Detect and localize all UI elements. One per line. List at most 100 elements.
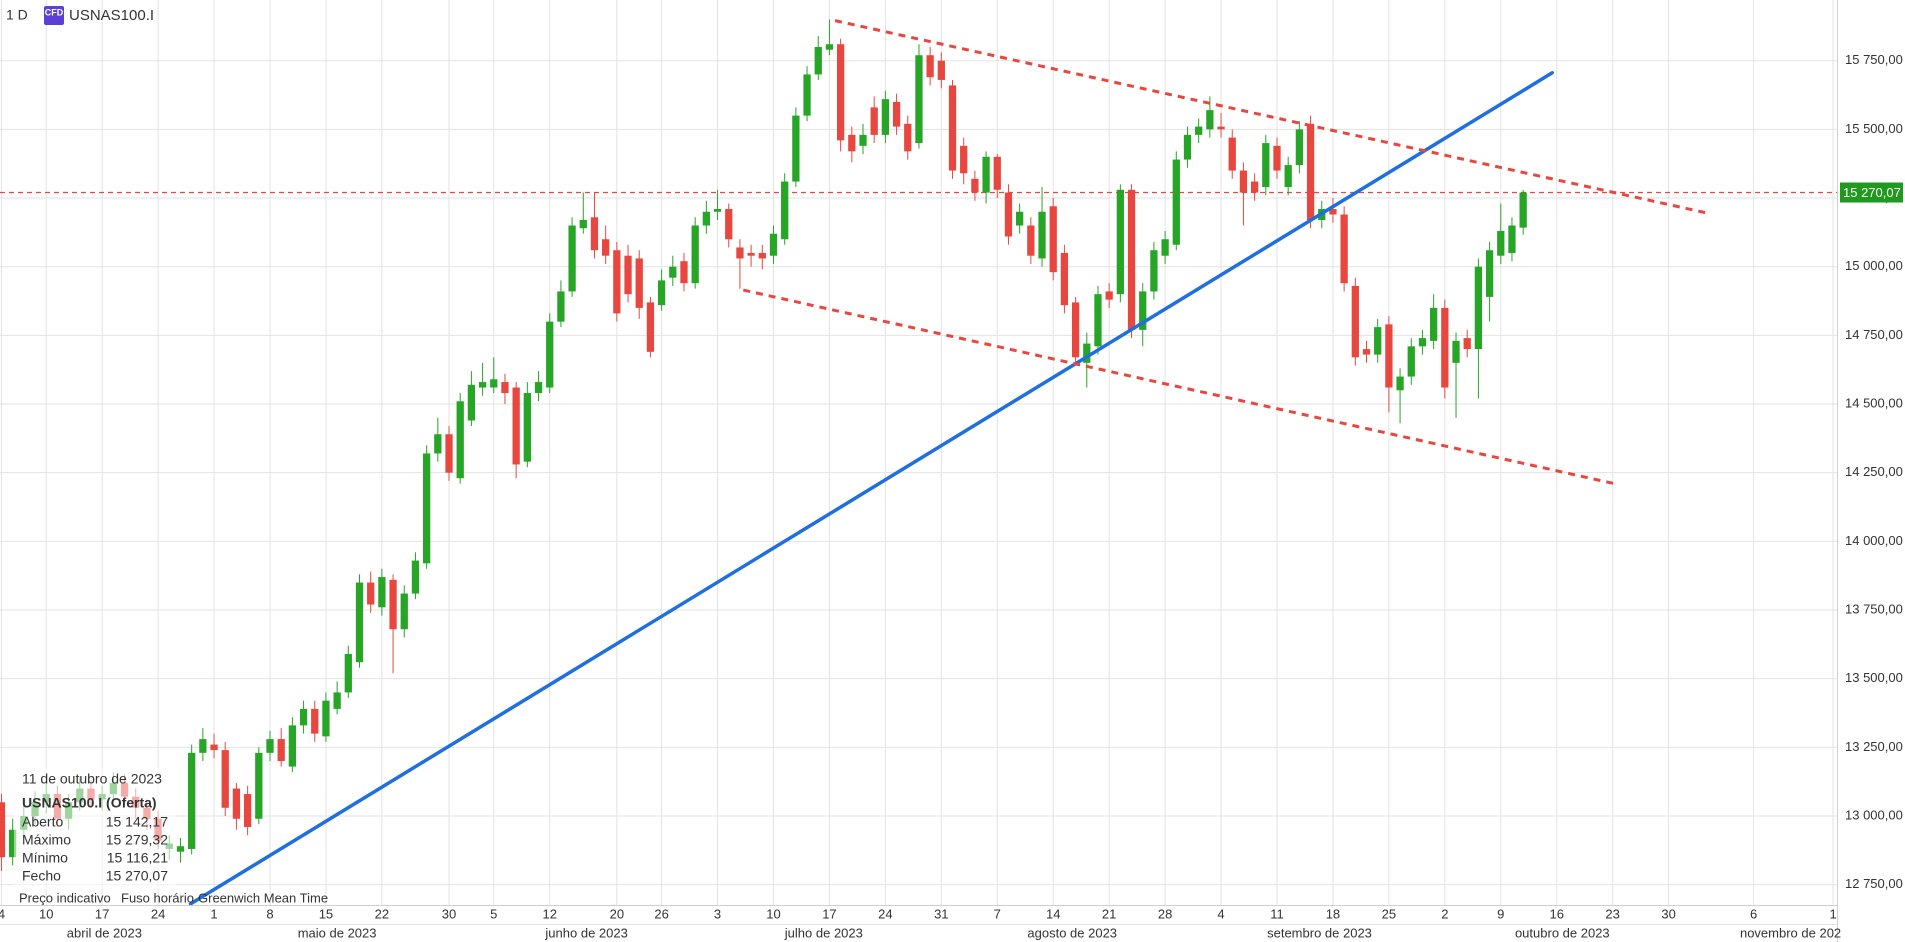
candle-body [546,321,554,388]
candle-body [1295,129,1304,166]
candle-body [1206,110,1214,130]
candle-body [1385,324,1393,388]
candle-body [1038,211,1046,259]
trend-line [188,71,1554,905]
x-tick-label: 21 [1102,906,1116,921]
candle-body [445,434,453,473]
candle-body [355,582,364,663]
footer-item: Greenwich Mean Time [198,890,328,905]
candle-body [367,582,375,605]
x-tick-label: 9 [1497,906,1504,921]
x-tick-label: 26 [654,906,668,921]
header: 1 D CFD USNAS100.I [6,6,154,25]
candle-body [747,252,755,256]
x-tick-label: 18 [1326,906,1340,921]
candle-body [1306,123,1315,221]
candle-body [870,107,878,135]
candle-body [199,739,207,753]
candle-body [1071,302,1080,358]
candle-body [1161,239,1169,256]
candle-body [557,291,565,322]
candle-body [590,217,599,251]
candle-body [937,60,945,80]
candle-body [1016,211,1024,226]
x-tick-label: 12 [542,906,556,921]
candle-body [322,700,330,737]
x-tick-label: 20 [610,906,624,921]
y-tick-label: 13 750,00 [1845,601,1903,616]
x-tick-label: 24 [151,906,165,921]
x-tick-label: 5 [490,906,497,921]
candle-body [1105,291,1113,300]
x-tick-label: 8 [266,906,273,921]
candle-body [1508,225,1516,253]
candle-body [1418,338,1427,347]
candle-body [344,653,352,693]
badge: CFD [45,7,64,17]
candle-body [814,46,822,75]
candle-body [881,99,890,135]
candle-body [1284,165,1292,188]
candle-body [490,379,498,388]
info-panel-bg [14,767,176,889]
candle-body [422,453,431,564]
month-label: maio de 2023 [298,925,377,940]
candle-body [1228,137,1236,171]
x-tick-label: 7 [994,906,1001,921]
candle-body [1407,346,1415,377]
candle-body [501,382,509,394]
candle-body [411,560,420,594]
info-value: 15 279,32 [106,832,168,848]
candle-body [602,239,610,256]
candle-body [993,156,1001,190]
candle-body [971,178,979,193]
x-tick-label: 24 [878,906,892,921]
candle-body [1172,159,1180,245]
x-tick-label: 14 [1046,906,1060,921]
candle-body [1340,214,1348,284]
candle-body [646,302,655,352]
candle-body [892,101,901,127]
candle-body [1127,189,1136,330]
candle-body [1362,349,1371,355]
candle-body [926,55,934,78]
candle-body [0,802,6,858]
info-value: 15 270,07 [106,868,168,884]
interval: 1 D [6,7,28,23]
candle-body [982,156,990,193]
candle-body [948,85,957,171]
candle-body [736,247,744,259]
candle-body [210,744,218,751]
y-tick-label: 14 250,00 [1845,464,1903,479]
x-tick-label: 6 [1750,906,1757,921]
candle-body [266,739,274,753]
y-tick-label: 15 750,00 [1845,52,1903,67]
candle-body [1116,189,1124,295]
candle-body [568,225,576,292]
candle-body [1430,307,1438,341]
candle-body [1027,225,1035,256]
candle-body [1519,192,1527,228]
candle-body [1004,192,1013,237]
candle-body [848,134,856,152]
x-tick-label: 1 [210,906,217,921]
candle-body [400,593,408,630]
candle-body [311,708,319,734]
info-label: Fecho [22,868,61,884]
candle-body [1183,134,1192,160]
x-tick-label: 25 [1382,906,1396,921]
x-tick-label: 30 [442,906,456,921]
x-tick-label: 3 [714,906,721,921]
y-tick-label: 14 000,00 [1845,533,1903,548]
x-tick-label: 1 [1829,906,1836,921]
candle-body [691,225,699,284]
month-label: julho de 2023 [784,925,863,940]
candle-body [1060,252,1069,306]
candle-body [1474,266,1483,350]
candle-body [960,145,968,174]
candle-body [1273,145,1281,171]
candle-body [836,44,845,141]
